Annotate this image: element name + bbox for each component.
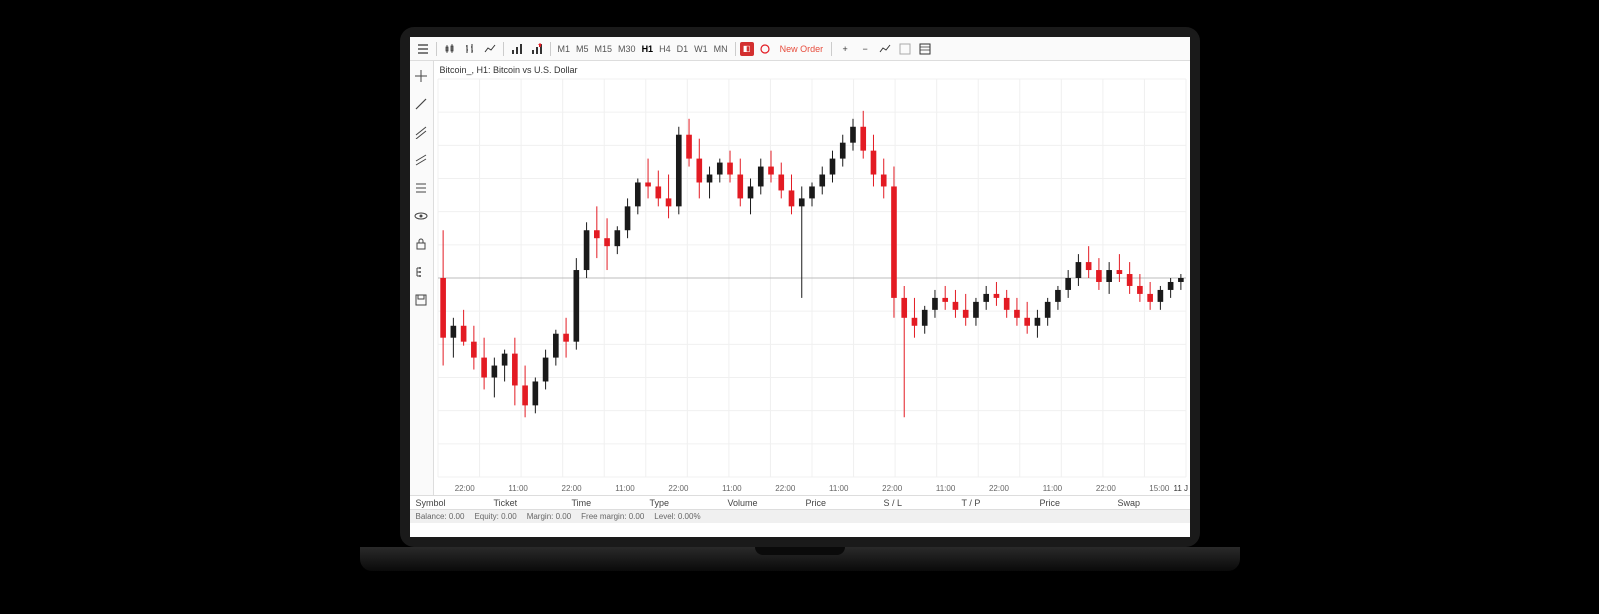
zoom-out-icon[interactable]: − <box>856 40 874 58</box>
line-chart-icon[interactable] <box>481 40 499 58</box>
zoom-in-icon[interactable]: + <box>836 40 854 58</box>
timeframe-h4[interactable]: H4 <box>656 44 674 54</box>
svg-text:11:00: 11:00 <box>508 484 528 493</box>
candlestick-chart-icon[interactable] <box>441 40 459 58</box>
column-header[interactable]: Symbol <box>410 498 488 508</box>
svg-text:22:00: 22:00 <box>988 484 1009 493</box>
side-toolbar <box>410 61 434 495</box>
column-header[interactable]: Time <box>566 498 644 508</box>
list-view-icon[interactable] <box>916 40 934 58</box>
laptop-notch <box>755 547 845 555</box>
pitchfork-icon[interactable] <box>412 179 430 197</box>
timeframe-m5[interactable]: M5 <box>573 44 592 54</box>
auto-scroll-icon[interactable] <box>876 40 894 58</box>
column-header[interactable]: Ticket <box>488 498 566 508</box>
svg-text:15:00: 15:00 <box>1149 484 1170 493</box>
svg-text:11:00: 11:00 <box>828 484 848 493</box>
svg-text:11 J: 11 J <box>1173 484 1188 493</box>
column-header[interactable]: Swap <box>1112 498 1190 508</box>
laptop-base <box>360 547 1240 571</box>
fibonacci-icon[interactable] <box>412 151 430 169</box>
crosshair-icon[interactable] <box>412 67 430 85</box>
column-header[interactable]: T / P <box>956 498 1034 508</box>
tree-icon[interactable] <box>412 263 430 281</box>
candlestick-chart: 22:00 11:00 22:00 11:00 22:00 11:00 22:00 11:00… <box>434 61 1190 495</box>
indicators-icon[interactable] <box>508 40 526 58</box>
svg-text:11:00: 11:00 <box>1042 484 1062 493</box>
bar-chart-icon[interactable] <box>461 40 479 58</box>
column-header[interactable]: S / L <box>878 498 956 508</box>
channel-icon[interactable] <box>412 123 430 141</box>
balance-label: Balance: 0.00 <box>416 512 465 521</box>
timeframe-m30[interactable]: M30 <box>615 44 639 54</box>
laptop-frame: M1M5M15M30H1H4D1W1MN ◧ New Order + − <box>360 27 1240 587</box>
svg-text:22:00: 22:00 <box>561 484 582 493</box>
chart-title: Bitcoin_, H1: Bitcoin vs U.S. Dollar <box>440 65 578 75</box>
status-bar: Balance: 0.00 Equity: 0.00 Margin: 0.00 … <box>410 509 1190 523</box>
visibility-icon[interactable] <box>412 207 430 225</box>
indicators-up-icon[interactable] <box>528 40 546 58</box>
timeframe-m1[interactable]: M1 <box>555 44 574 54</box>
hamburger-menu-icon[interactable] <box>414 40 432 58</box>
refresh-icon[interactable] <box>756 40 774 58</box>
level-label: Level: 0.00% <box>654 512 700 521</box>
top-toolbar: M1M5M15M30H1H4D1W1MN ◧ New Order + − <box>410 37 1190 61</box>
laptop-bezel: M1M5M15M30H1H4D1W1MN ◧ New Order + − <box>400 27 1200 547</box>
svg-text:22:00: 22:00 <box>454 484 475 493</box>
trade-table-header: SymbolTicketTimeTypeVolumePriceS / LT / … <box>410 495 1190 509</box>
app-window: M1M5M15M30H1H4D1W1MN ◧ New Order + − <box>410 37 1190 537</box>
svg-text:11:00: 11:00 <box>935 484 955 493</box>
timeframe-m15[interactable]: M15 <box>592 44 616 54</box>
alert-badge-icon[interactable]: ◧ <box>740 42 754 56</box>
new-order-button[interactable]: New Order <box>776 44 828 54</box>
save-icon[interactable] <box>412 291 430 309</box>
svg-text:22:00: 22:00 <box>775 484 796 493</box>
free-margin-label: Free margin: 0.00 <box>581 512 644 521</box>
timeframe-w1[interactable]: W1 <box>691 44 711 54</box>
column-header[interactable]: Type <box>644 498 722 508</box>
grid-view-icon[interactable] <box>896 40 914 58</box>
svg-text:11:00: 11:00 <box>615 484 635 493</box>
equity-label: Equity: 0.00 <box>474 512 516 521</box>
column-header[interactable]: Price <box>1034 498 1112 508</box>
chart-area[interactable]: Bitcoin_, H1: Bitcoin vs U.S. Dollar 22:… <box>434 61 1190 495</box>
lock-icon[interactable] <box>412 235 430 253</box>
timeframe-h1[interactable]: H1 <box>639 44 657 54</box>
svg-text:11:00: 11:00 <box>722 484 742 493</box>
timeframe-d1[interactable]: D1 <box>674 44 692 54</box>
column-header[interactable]: Price <box>800 498 878 508</box>
svg-text:22:00: 22:00 <box>668 484 689 493</box>
column-header[interactable]: Volume <box>722 498 800 508</box>
timeframe-mn[interactable]: MN <box>711 44 731 54</box>
svg-text:22:00: 22:00 <box>1095 484 1116 493</box>
trendline-icon[interactable] <box>412 95 430 113</box>
svg-text:22:00: 22:00 <box>882 484 903 493</box>
margin-label: Margin: 0.00 <box>527 512 571 521</box>
